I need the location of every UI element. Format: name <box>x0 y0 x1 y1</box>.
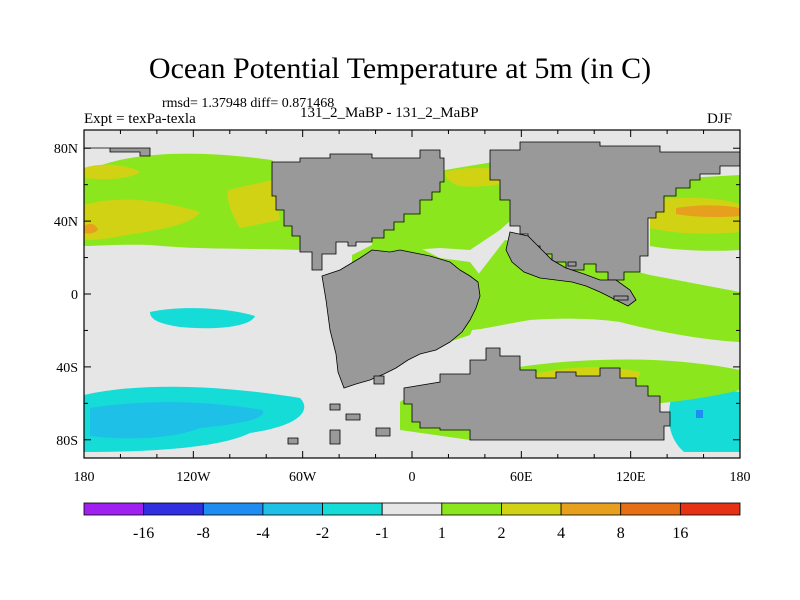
colorbar-swatch <box>262 502 323 516</box>
colorbar-swatch <box>620 502 681 516</box>
rmsd-diff-label: rmsd= 1.37948 diff= 0.871468 <box>162 96 335 111</box>
x-tick-label: 120E <box>616 470 646 485</box>
warm-core-west-pacific <box>84 164 140 180</box>
season-label: DJF <box>707 111 733 127</box>
warm-core-ne-pacific <box>227 180 280 228</box>
colorbar-swatch <box>381 502 443 516</box>
axes: 180 120W 60W 0 60E 120E 180 80N 40N 0 40S 80S <box>54 130 751 485</box>
colorbar-swatch <box>83 502 145 516</box>
cold-anomaly-sw-pacific-core <box>696 410 703 418</box>
x-tick-label: 120W <box>176 470 211 485</box>
colorbar-swatch <box>441 502 502 516</box>
chart-title: Ocean Potential Temperature at 5m (in C) <box>148 52 652 85</box>
warm-core-north-pacific <box>84 199 200 240</box>
y-tick-label: 0 <box>71 288 78 303</box>
colorbar-label: 2 <box>497 525 505 542</box>
colorbar-label: -16 <box>133 525 154 542</box>
y-tick-label: 40N <box>54 215 78 230</box>
colorbar-swatch <box>202 502 264 516</box>
colorbar: -16 -8 -4 -2 -1 1 2 4 8 16 <box>83 502 741 542</box>
x-tick-label: 0 <box>409 470 416 485</box>
x-tick-label: 60E <box>510 470 533 485</box>
colorbar-label: 4 <box>557 525 565 542</box>
land-eurasia <box>489 141 740 281</box>
colorbar-label: -1 <box>376 525 389 542</box>
colorbar-label: -8 <box>197 525 210 542</box>
colorbar-label: -2 <box>316 525 329 542</box>
colorbar-label: 8 <box>617 525 625 542</box>
land-south-america <box>321 249 481 389</box>
cold-anomaly-sw-pacific <box>668 390 740 452</box>
y-tick-label: 80N <box>54 142 78 157</box>
land-north-america <box>271 149 445 271</box>
land-antarctica <box>403 347 671 441</box>
colorbar-swatch <box>322 502 383 516</box>
colorbar-label: 1 <box>438 525 446 542</box>
y-tick-label: 80S <box>56 434 78 449</box>
x-tick-label: 180 <box>74 470 95 485</box>
colorbar-swatch <box>679 502 741 516</box>
colorbar-label: -4 <box>256 525 269 542</box>
land-small-islands <box>567 261 629 301</box>
land-greenland-arctic <box>84 147 151 157</box>
colorbar-swatch <box>501 502 562 516</box>
land-antarctic-islands <box>287 375 391 445</box>
x-tick-label: 60W <box>289 470 317 485</box>
colorbar-label: 16 <box>672 525 688 542</box>
experiment-label: Expt = texPa-texla <box>84 111 196 127</box>
land-africa-india <box>505 231 637 307</box>
y-tick-label: 40S <box>56 361 78 376</box>
warm-peak-north-pacific <box>84 223 98 234</box>
colorbar-swatch <box>143 502 204 516</box>
cold-anomaly-south-pacific-core <box>90 402 264 439</box>
runs-label: 131_2_MaBP - 131_2_MaBP <box>300 105 479 121</box>
map-field <box>84 130 740 458</box>
cold-anomaly-tropical-pacific <box>150 308 255 329</box>
x-tick-label: 180 <box>730 470 751 485</box>
colorbar-swatch <box>560 502 622 516</box>
warm-peak-nw-pacific <box>676 205 740 218</box>
